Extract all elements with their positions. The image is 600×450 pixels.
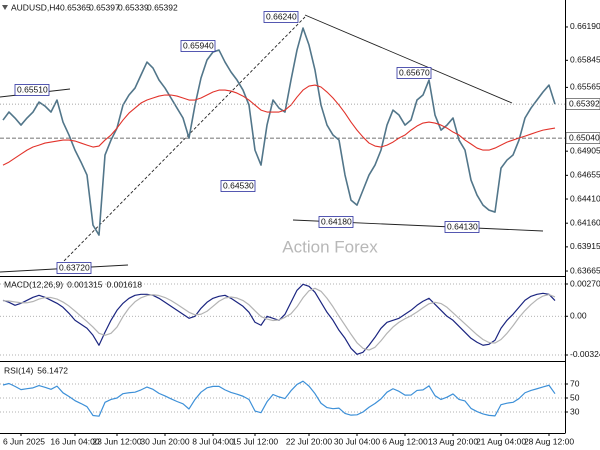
trend-line — [304, 14, 513, 104]
panel-borders — [0, 0, 566, 434]
y-tick-label: 0.64410 — [570, 193, 600, 203]
x-tick-label: 22 Jul 20:00 — [286, 436, 333, 446]
x-tick-label: 23 Jun 12:00 — [92, 436, 141, 446]
annotation-box — [263, 11, 299, 23]
y-tick-label: -0.003241 — [570, 349, 600, 359]
trend-line — [56, 16, 306, 269]
ohlc-value: 0.65397 — [89, 2, 120, 12]
ohlc-value: 0.65392 — [147, 2, 178, 12]
annotation-label: 0.65670 — [399, 67, 430, 77]
y-tick-label: 0.63915 — [570, 241, 600, 251]
level-tag-label: 0.65040 — [569, 132, 600, 142]
series-line — [2, 84, 556, 166]
y-tick-label: 0.64160 — [570, 217, 600, 227]
y-tick-label: 0.66190 — [570, 21, 600, 31]
x-tick-label: 16 Jun 04:00 — [50, 436, 99, 446]
y-tick-label: 0.63665 — [570, 265, 600, 275]
x-tick-label: 28 Aug 12:00 — [524, 436, 574, 446]
x-tick-label: 6 Aug 12:00 — [382, 436, 428, 446]
y-tick-label: 0.64655 — [570, 170, 600, 180]
annotation-label: 0.64130 — [447, 221, 478, 231]
y-tick-label: 70 — [570, 378, 580, 388]
x-tick-label: 8 Jul 04:00 — [192, 436, 234, 446]
ohlc-value: 0.65339 — [118, 2, 149, 12]
annotation-box — [396, 67, 432, 79]
watermark: Action Forex — [282, 237, 378, 256]
annotation-label: 0.64530 — [223, 180, 254, 190]
x-tick-label: 13 Aug 20:00 — [428, 436, 478, 446]
x-tick-label: 6 Jun 2025 — [3, 436, 45, 446]
x-tick-label: 15 Jul 12:00 — [232, 436, 279, 446]
annotation-label: 0.63720 — [59, 262, 90, 272]
y-tick-label: 0.65565 — [570, 82, 600, 92]
annotation-box — [180, 40, 216, 52]
indicator-value: 0.001618 — [107, 279, 143, 289]
annotation-box — [318, 216, 354, 228]
annotation-label: 0.64180 — [321, 216, 352, 226]
x-tick-label: 30 Jun 20:00 — [140, 436, 189, 446]
annotation-box — [444, 221, 480, 233]
series-line — [2, 27, 556, 236]
y-tick-label: 0.002702 — [570, 278, 600, 288]
y-tick-label: 0.00 — [570, 311, 587, 321]
annotation-box — [56, 262, 92, 274]
y-tick-label: 0.64905 — [570, 145, 600, 155]
panel-title: MACD(12,26,9) — [4, 279, 63, 289]
last-price-label: 0.65392 — [569, 98, 600, 108]
y-tick-label: 50 — [570, 392, 580, 402]
indicator-value: 0.001315 — [67, 279, 103, 289]
y-tick-label: 30 — [570, 406, 580, 416]
annotation-box — [14, 84, 50, 96]
chart-title: AUDUSD,H4 — [11, 2, 60, 12]
annotation-label: 0.65940 — [183, 40, 214, 50]
series-line — [2, 380, 556, 417]
x-tick-label: 21 Aug 04:00 — [476, 436, 526, 446]
level-tag — [565, 132, 600, 144]
symbol-icon — [2, 5, 8, 10]
annotation-box — [220, 180, 256, 192]
x-tick-label: 30 Jul 04:00 — [334, 436, 381, 446]
indicator-value: 56.1472 — [37, 365, 68, 375]
series-line — [2, 287, 556, 351]
y-tick-label: 0.65845 — [570, 55, 600, 65]
last-price-tag — [565, 98, 600, 110]
ohlc-value: 0.65365 — [60, 2, 91, 12]
annotation-label: 0.65510 — [17, 84, 48, 94]
annotation-label: 0.66240 — [266, 11, 297, 21]
panel-title: RSI(14) — [4, 365, 33, 375]
